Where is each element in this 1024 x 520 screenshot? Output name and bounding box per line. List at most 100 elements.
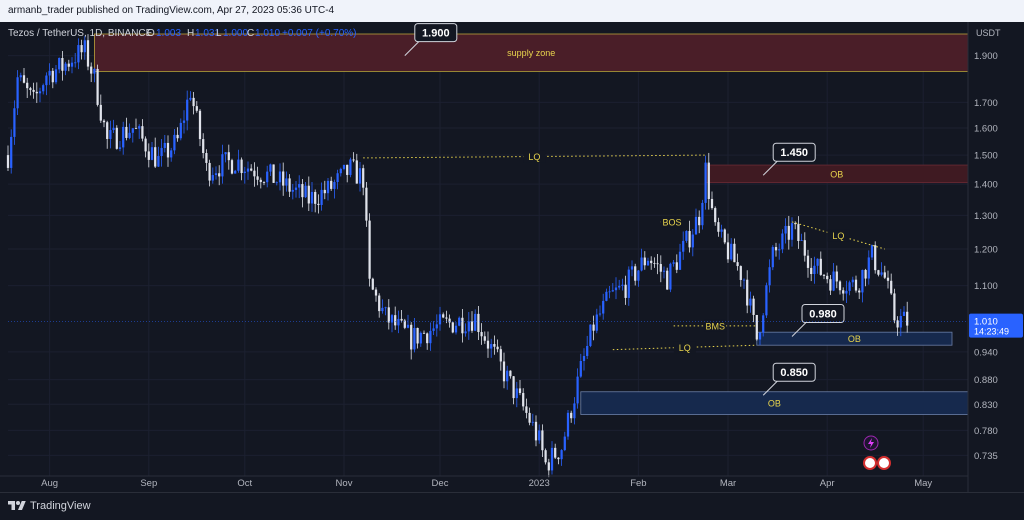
candle-body xyxy=(531,421,534,423)
candle-body xyxy=(832,271,835,291)
callout-box xyxy=(772,362,816,382)
candle-body xyxy=(403,320,406,328)
candle-body xyxy=(243,171,246,174)
legend-o-label: O xyxy=(147,28,155,39)
publisher-text: armanb_trader published on TradingView.c… xyxy=(8,5,335,16)
legend-c-value: 1.010 xyxy=(255,28,280,39)
y-tick-label: 1.100 xyxy=(974,281,998,292)
candle-body xyxy=(771,247,774,268)
line-label-bg xyxy=(673,341,696,354)
candle-body xyxy=(323,189,326,194)
candle-body xyxy=(112,127,115,131)
candle-body xyxy=(643,257,646,266)
callout-pointer xyxy=(791,322,807,337)
y-tick-label: 1.700 xyxy=(974,98,998,109)
us-flag-icon-2[interactable] xyxy=(877,456,891,470)
tradingview-logo[interactable]: TradingView xyxy=(8,499,91,513)
x-tick-label: Feb xyxy=(630,478,646,489)
candle-body xyxy=(147,151,150,160)
candle-body xyxy=(192,97,195,107)
y-axis-unit: USDT xyxy=(976,28,1001,38)
y-tick-label: 1.300 xyxy=(974,211,998,222)
candle-body xyxy=(672,262,675,264)
candle-body xyxy=(637,270,640,281)
y-tick-label: 1.500 xyxy=(974,151,998,162)
candle-body xyxy=(211,175,214,181)
candle-body xyxy=(518,388,522,393)
candle-body xyxy=(602,300,605,314)
candle-body xyxy=(355,160,358,184)
us-flag-icon[interactable] xyxy=(863,456,877,470)
callout-box xyxy=(801,303,845,323)
candle-body xyxy=(432,328,435,331)
candle-body xyxy=(746,279,749,306)
candle-body xyxy=(282,171,285,186)
candle-body xyxy=(842,290,845,294)
legend-l-label: L xyxy=(216,28,222,39)
x-tick-label: Sep xyxy=(140,478,157,489)
line-label-bg xyxy=(704,319,727,332)
candle-body xyxy=(438,314,442,325)
candle-body xyxy=(589,324,592,346)
candle-body xyxy=(58,57,61,70)
y-axis[interactable]: USDT 1.900 1.700 1.600 1.500 1.400 1.300 1.200 1… xyxy=(8,22,1024,492)
candle-body xyxy=(560,450,563,460)
candle-body xyxy=(669,263,672,290)
candle-body xyxy=(819,258,822,275)
countdown-label: 14:23:49 xyxy=(974,327,1009,337)
candle-body xyxy=(259,179,262,183)
candle-body xyxy=(675,262,678,270)
candle-body xyxy=(397,318,400,326)
candle-body xyxy=(320,189,323,205)
candle-body xyxy=(566,412,570,437)
candle-body xyxy=(813,265,816,275)
x-tick-label: May xyxy=(914,478,932,489)
candlestick-chart[interactable]: supply zone OB OB OB LQ LQ LQ BOS BMS 1.900 1.45… xyxy=(0,22,1024,492)
candle-body xyxy=(454,325,458,333)
candle-body xyxy=(38,91,42,94)
candle-body xyxy=(762,315,765,333)
candle-body xyxy=(195,106,198,111)
candle-body xyxy=(102,120,106,123)
candle-body xyxy=(896,320,899,328)
publisher-bar: armanb_trader published on TradingView.c… xyxy=(0,0,1024,22)
candle-body xyxy=(598,313,602,315)
candle-body xyxy=(691,234,694,248)
candle-body xyxy=(544,450,547,463)
x-axis[interactable]: Aug Sep Oct Nov Dec 2023 Feb Mar Apr May xyxy=(0,475,968,489)
candle-body xyxy=(477,313,480,333)
candle-body xyxy=(829,279,832,291)
callout-pointer xyxy=(404,41,420,56)
legend-h-value: 1.031 xyxy=(195,28,220,39)
candle-body xyxy=(144,138,147,152)
candle-body xyxy=(96,68,99,105)
candle-body xyxy=(227,152,230,161)
candle-body xyxy=(198,110,202,140)
candle-body xyxy=(781,233,784,250)
chart-area[interactable]: supply zone OB OB OB LQ LQ LQ BOS BMS 1.900 1.45… xyxy=(0,22,1024,492)
candle-body xyxy=(592,324,595,331)
candle-body xyxy=(163,142,166,148)
candle-body xyxy=(416,327,419,344)
candle-body xyxy=(387,307,390,323)
candle-body xyxy=(861,269,864,293)
candle-body xyxy=(390,315,394,323)
candle-body xyxy=(541,430,544,451)
candle-body xyxy=(502,361,506,382)
candle-body xyxy=(6,155,10,168)
candles-layer xyxy=(6,34,909,478)
candle-body xyxy=(803,240,806,256)
y-tick-label: 0.830 xyxy=(974,400,998,411)
candle-body xyxy=(573,403,576,419)
candle-body xyxy=(86,40,90,67)
candle-body xyxy=(886,277,890,281)
candle-body xyxy=(61,57,64,71)
candle-body xyxy=(326,180,330,194)
x-tick-label: Nov xyxy=(336,478,353,489)
candle-body xyxy=(736,262,739,267)
candle-body xyxy=(845,290,848,294)
zones-layer: supply zone OB OB OB xyxy=(94,33,969,415)
candle-body xyxy=(294,187,298,190)
candle-body xyxy=(867,257,870,279)
event-icons[interactable] xyxy=(863,435,891,470)
